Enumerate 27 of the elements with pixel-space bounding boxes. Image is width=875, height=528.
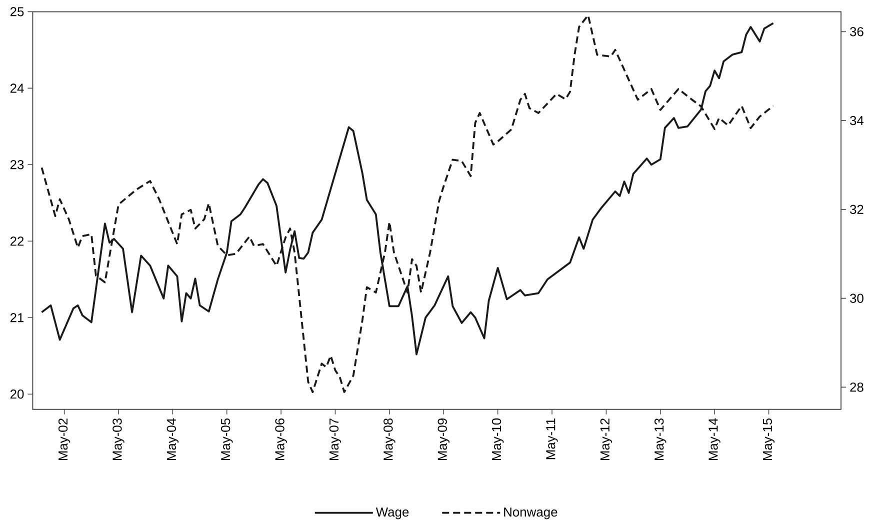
x-tick-label: May-07 [329, 418, 342, 460]
x-tick-label: May-02 [58, 418, 70, 460]
y-tick-label: 21 [10, 313, 24, 322]
x-tick-label: May-09 [438, 418, 450, 460]
x-tick-label: May-03 [112, 418, 124, 460]
y-tick-label: 24 [10, 84, 24, 93]
y2-tick-label: 32 [850, 204, 864, 214]
legend-label: Nonwage [504, 508, 558, 520]
x-tick-label: May-08 [384, 418, 396, 460]
x-tick-label: May-14 [708, 418, 720, 460]
x-tick-label: May-04 [166, 418, 179, 460]
x-tick-label: May-06 [275, 418, 287, 460]
y-tick-label: 25 [10, 7, 24, 16]
y-tick-label: 20 [10, 390, 24, 399]
y-tick-label: 23 [10, 160, 24, 170]
x-tick-label: May-12 [600, 418, 612, 460]
x-tick-label: May-13 [654, 418, 666, 460]
y2-tick-label: 28 [850, 382, 864, 392]
y-tick-label: 22 [10, 236, 24, 246]
y2-tick-label: 34 [850, 116, 864, 126]
x-tick-label: May-05 [221, 418, 233, 460]
y2-tick-label: 36 [850, 27, 864, 36]
y2-tick-label: 30 [850, 294, 864, 303]
x-tick-label: May-15 [762, 418, 775, 460]
x-tick-label: May-11 [546, 418, 558, 460]
legend-label: Wage [376, 508, 409, 520]
x-tick-label: May-10 [492, 418, 504, 460]
